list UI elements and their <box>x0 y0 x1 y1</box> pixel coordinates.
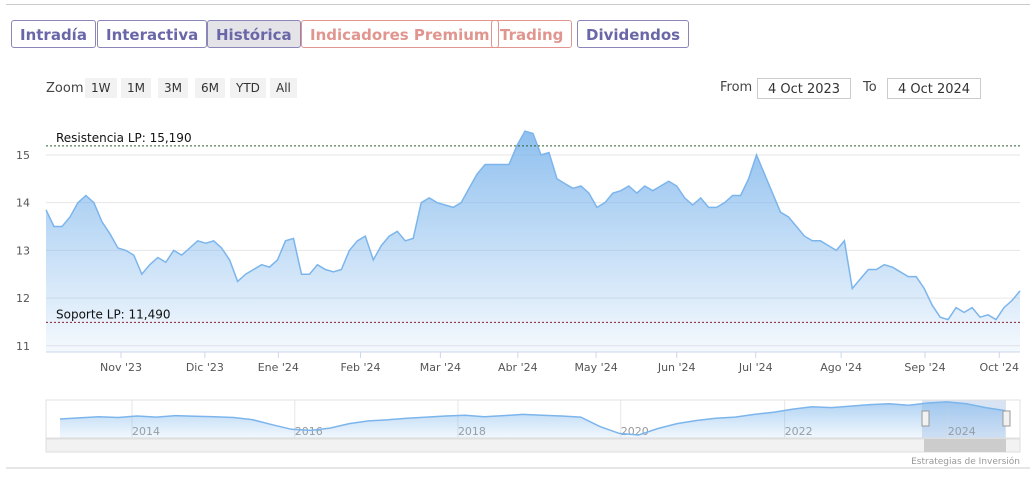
x-tick-label: Dic '23 <box>186 361 224 374</box>
y-tick-label: 15 <box>16 149 30 162</box>
y-tick-label: 13 <box>16 244 30 257</box>
zoom-button[interactable]: 1M <box>121 78 151 98</box>
price-area <box>46 131 1020 352</box>
x-tick-label: Nov '23 <box>100 361 142 374</box>
navigator-tick-label: 2016 <box>295 425 323 438</box>
navigator-handle <box>1002 410 1011 427</box>
navigator-tick-label: 2024 <box>948 425 976 438</box>
navigator-tick-label: 2014 <box>132 425 160 438</box>
navigator-tick-label: 2018 <box>458 425 486 438</box>
tab[interactable]: Trading <box>491 20 573 48</box>
x-tick-label: Feb '24 <box>341 361 381 374</box>
zoom-button[interactable]: All <box>270 78 297 98</box>
x-tick-label: Sep '24 <box>904 361 945 374</box>
level-label: Resistencia LP: 15,190 <box>56 131 192 145</box>
to-input[interactable]: 4 Oct 2024 <box>887 78 981 99</box>
credit: Estrategias de Inversión <box>911 456 1020 467</box>
navigator-line <box>59 401 1006 436</box>
y-tick-label: 12 <box>16 292 30 305</box>
tab[interactable]: Intradía <box>11 20 96 48</box>
navigator-handle <box>921 410 930 427</box>
navigator-tick-label: 2022 <box>785 425 813 438</box>
price-line <box>45 130 1021 321</box>
zoom-button[interactable]: 1W <box>85 78 117 98</box>
level-label: Soporte LP: 11,490 <box>56 307 171 321</box>
x-tick-label: May '24 <box>574 361 617 374</box>
x-tick-label: Ago '24 <box>820 361 862 374</box>
zoom-label: Zoom <box>46 81 84 96</box>
y-tick-label: 14 <box>16 197 30 210</box>
tab[interactable]: Dividendos <box>577 20 690 48</box>
tab[interactable]: Indicadores Premium <box>301 20 499 48</box>
zoom-button[interactable]: YTD <box>230 78 266 98</box>
x-tick-label: Ene '24 <box>258 361 299 374</box>
top-rule <box>6 4 1030 5</box>
from-label: From <box>720 80 753 95</box>
navigator-window <box>922 400 1006 438</box>
x-tick-label: Jul '24 <box>738 361 773 374</box>
tab[interactable]: Histórica <box>207 20 301 48</box>
x-tick-label: Jun '24 <box>657 361 696 374</box>
x-tick-label: Oct '24 <box>979 361 1019 374</box>
to-label: To <box>863 80 877 95</box>
zoom-button[interactable]: 6M <box>195 78 225 98</box>
navigator-area <box>60 401 1005 438</box>
tab[interactable]: Interactiva <box>97 20 208 48</box>
navigator-frame <box>45 399 1021 439</box>
zoom-button[interactable]: 3M <box>158 78 188 98</box>
scrollbar-thumb[interactable] <box>924 439 1006 452</box>
navigator-tick-label: 2020 <box>621 425 649 438</box>
x-tick-label: Abr '24 <box>498 361 538 374</box>
scrollbar[interactable] <box>45 438 1021 453</box>
x-tick-label: Mar '24 <box>420 361 461 374</box>
from-input[interactable]: 4 Oct 2023 <box>757 78 851 99</box>
y-tick-label: 11 <box>16 340 30 353</box>
